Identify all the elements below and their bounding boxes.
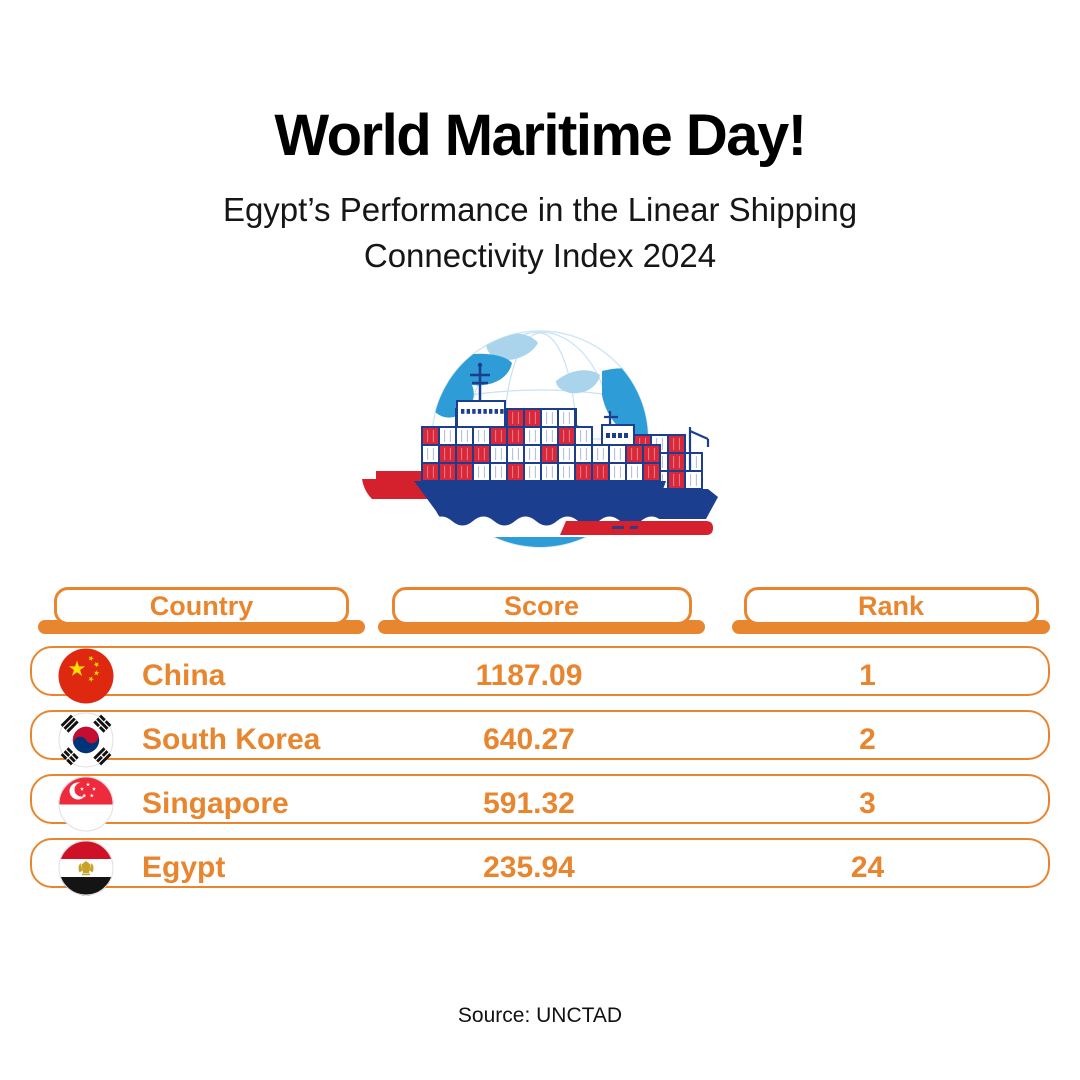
country-cell: Singapore	[142, 787, 289, 821]
table-header-row: Country Score Rank	[38, 587, 1050, 635]
header-col-score: Score	[378, 587, 705, 635]
globe-ships-illustration	[360, 329, 720, 561]
score-cell: 1187.09	[475, 659, 583, 693]
rank-cell: 3	[859, 787, 876, 821]
table-row-singapore: Singapore 591.32 3	[30, 774, 1050, 832]
table-row-south-korea: South Korea 640.27 2	[30, 710, 1050, 768]
table-row-egypt: Egypt 235.94 24	[30, 838, 1050, 896]
score-cell: 235.94	[483, 851, 575, 885]
table-rows: China 1187.09 1	[30, 646, 1050, 896]
rank-cell: 24	[850, 851, 885, 885]
rank-cell: 2	[859, 723, 876, 757]
subtitle-line-1: Egypt’s Performance in the Linear Shippi…	[222, 190, 858, 228]
page-title: World Maritime Day!	[274, 103, 807, 168]
header-col-rank: Rank	[732, 587, 1050, 635]
rank-header-pill: Rank	[743, 587, 1039, 626]
egypt-flag-icon	[58, 840, 114, 896]
globe-ships-icon	[362, 330, 718, 549]
rank-cell: 1	[859, 659, 876, 693]
score-cell: 591.32	[483, 787, 575, 821]
country-cell: South Korea	[142, 723, 321, 757]
china-flag-icon	[58, 648, 114, 704]
country-cell: China	[142, 659, 226, 693]
header-col-country: Country	[38, 587, 365, 635]
score-cell: 640.27	[483, 723, 575, 757]
country-header-pill: Country	[54, 587, 349, 626]
table-row-china: China 1187.09 1	[30, 646, 1050, 704]
singapore-flag-icon	[58, 776, 114, 832]
country-cell: Egypt	[142, 851, 226, 885]
score-header-pill: Score	[391, 587, 692, 626]
subtitle-line-2: Connectivity Index 2024	[363, 237, 717, 275]
south-korea-flag-icon	[58, 712, 114, 768]
source-attribution: Source: UNCTAD	[457, 1004, 623, 1028]
ranking-table: Country Score Rank	[30, 587, 1050, 896]
page-subtitle: Egypt’s Performance in the Linear Shippi…	[0, 187, 1080, 279]
